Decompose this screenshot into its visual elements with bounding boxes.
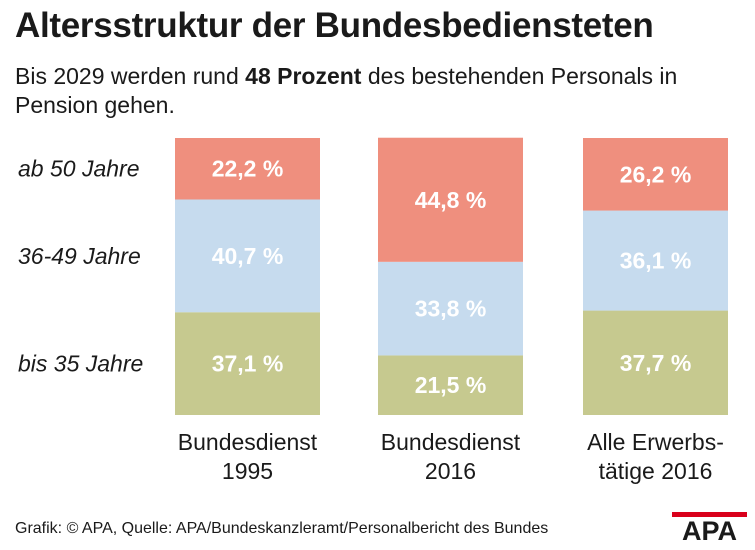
logo-text: APA xyxy=(682,516,737,542)
bar-segment-1-1 xyxy=(175,312,320,415)
bar-segment-3-3 xyxy=(583,138,728,211)
bar-segment-2-3 xyxy=(378,137,523,262)
value-label-3-2: 36,1 % xyxy=(620,248,692,274)
series-label-1: bis 35 Jahre xyxy=(18,351,143,377)
logo-bar xyxy=(672,512,747,517)
category-label-line: tätige 2016 xyxy=(599,458,713,484)
bar-segment-3-2 xyxy=(583,210,728,311)
bar-segment-2-2 xyxy=(378,261,523,356)
category-label-line: 2016 xyxy=(425,458,476,484)
chart-title: Altersstruktur der Bundesbediensteten xyxy=(15,6,654,45)
value-label-2-2: 33,8 % xyxy=(415,296,487,322)
category-label-line: Alle Erwerbs- xyxy=(587,429,724,455)
category-label-1: Bundesdienst 1995 xyxy=(178,429,318,484)
subtitle-text-end: des bestehenden Personals in Pension geh… xyxy=(15,63,678,118)
category-label-2: Bundesdienst 2016 xyxy=(381,429,521,484)
value-label-1-2: 40,7 % xyxy=(212,243,284,269)
category-label-3: Alle Erwerbs-tätige 2016 xyxy=(587,429,724,484)
value-label-1-3: 22,2 % xyxy=(212,156,284,182)
category-label-line: Bundesdienst xyxy=(381,429,521,455)
series-label-3: ab 50 Jahre xyxy=(18,156,139,182)
bar-segment-3-1 xyxy=(583,310,728,415)
bar-segment-1-3 xyxy=(175,138,320,200)
chart-subtitle: Bis 2029 werden rund 48 Prozent des best… xyxy=(15,62,735,120)
value-label-2-1: 21,5 % xyxy=(415,372,487,398)
source-note: Grafik: © APA, Quelle: APA/Bundeskanzler… xyxy=(15,520,549,537)
category-label-line: 1995 xyxy=(222,458,273,484)
category-label-line: Bundesdienst xyxy=(178,429,318,455)
apa-logo: APA xyxy=(672,512,747,542)
value-label-2-3: 44,8 % xyxy=(415,187,487,213)
bar-segment-2-1 xyxy=(378,355,523,415)
series-label-2: 36-49 Jahre xyxy=(18,243,141,269)
bar-segment-1-2 xyxy=(175,199,320,313)
value-label-3-3: 26,2 % xyxy=(620,161,692,187)
subtitle-text-start: Bis 2029 werden rund xyxy=(15,63,246,89)
value-label-3-1: 37,7 % xyxy=(620,350,692,376)
value-label-1-1: 37,1 % xyxy=(212,351,284,377)
subtitle-highlight: 48 Prozent xyxy=(245,63,362,89)
